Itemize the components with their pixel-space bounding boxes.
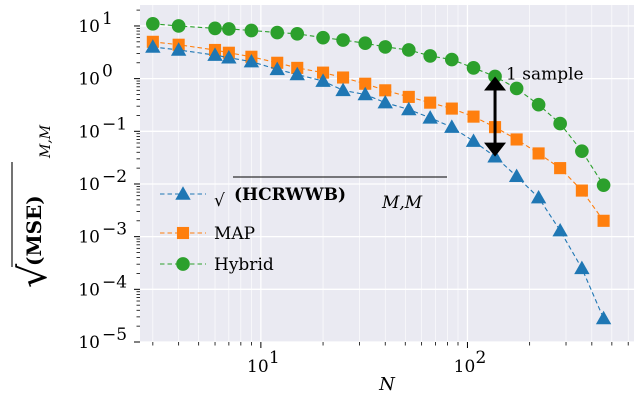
y-tick-label: 10	[78, 122, 100, 142]
legend-marker	[176, 257, 190, 271]
data-point	[290, 26, 305, 41]
legend-marker	[175, 186, 191, 200]
data-point	[243, 53, 260, 68]
data-point	[316, 30, 330, 45]
annotation: 1 sample	[484, 64, 584, 157]
data-point	[402, 90, 415, 103]
data-point	[465, 133, 482, 147]
data-point	[508, 168, 525, 183]
x-axis: 10 1 10 2	[152, 342, 629, 377]
data-point	[423, 49, 437, 63]
ylabel-sub: M,M	[38, 124, 54, 159]
data-point	[575, 144, 589, 158]
y-tick-label: 10	[78, 70, 100, 90]
x-tick-label: 10	[247, 357, 269, 377]
y-tick-label: 10	[78, 333, 100, 353]
legend-label: Hybrid	[214, 255, 274, 275]
data-point	[378, 40, 393, 54]
y-tick-exponent: 0	[102, 62, 113, 82]
legend: √ (HCRWWB) M,M MAP Hybrid	[160, 176, 447, 275]
legend-item: Hybrid	[160, 255, 274, 275]
data-point	[289, 66, 305, 81]
data-point	[466, 61, 481, 75]
arrow-head-down	[484, 142, 507, 157]
data-point	[377, 94, 393, 109]
data-point	[575, 184, 588, 197]
data-point	[444, 119, 460, 133]
data-point	[270, 25, 285, 40]
legend-subscript: M,M	[381, 193, 423, 213]
ylabel-radical: √	[11, 263, 55, 288]
data-point	[509, 81, 524, 96]
legend-marker	[176, 226, 190, 240]
data-point	[596, 178, 611, 192]
data-point	[422, 110, 438, 124]
x-tick-exponent: 1	[269, 348, 280, 368]
data-point	[170, 42, 187, 56]
data-point	[532, 147, 545, 160]
data-point	[467, 110, 480, 123]
data-point	[597, 214, 610, 227]
data-point	[244, 23, 259, 38]
y-tick-label: 10	[78, 228, 100, 248]
data-point	[424, 96, 437, 109]
data-point	[554, 162, 567, 175]
data-point	[335, 82, 351, 97]
data-point	[317, 66, 330, 79]
y-tick-exponent: −2	[102, 167, 127, 187]
legend-item: MAP	[160, 224, 255, 244]
data-point	[553, 116, 567, 131]
y-tick-exponent: −4	[102, 272, 127, 292]
arrow-head-up	[484, 76, 507, 91]
data-point	[207, 47, 223, 61]
data-point	[552, 222, 568, 237]
data-point	[315, 73, 331, 87]
data-point	[337, 71, 350, 84]
data-point	[145, 39, 161, 53]
data-point	[357, 86, 373, 101]
legend-label: (HCRWWB)	[234, 185, 346, 205]
y-tick-exponent: −5	[102, 325, 127, 345]
data-point	[444, 52, 459, 67]
y-tick-label: 10	[78, 175, 100, 195]
data-point	[401, 101, 417, 116]
plot-background	[140, 5, 634, 342]
legend-item: √ (HCRWWB) M,M	[160, 176, 447, 213]
series-circle	[146, 16, 611, 192]
annotation-label: 1 sample	[506, 64, 584, 84]
series-line	[152, 41, 605, 222]
data-point	[595, 310, 612, 325]
y-tick-exponent: −3	[102, 220, 127, 240]
y-tick-exponent: 1	[102, 9, 113, 29]
data-point	[171, 19, 186, 33]
legend-radical: √	[214, 191, 225, 211]
data-point	[359, 77, 372, 90]
data-point	[146, 16, 160, 31]
data-point	[222, 22, 236, 36]
data-point	[445, 102, 458, 115]
data-point	[401, 43, 416, 57]
grid	[140, 5, 634, 343]
data-point	[358, 36, 373, 51]
data-point	[530, 189, 547, 204]
y-tick-exponent: −1	[102, 114, 127, 134]
data-point	[574, 260, 590, 275]
data-point	[336, 33, 350, 47]
x-tick-label: 10	[454, 357, 476, 377]
y-axis-label: √(MSE) M,M	[11, 124, 55, 288]
data-point	[510, 133, 523, 146]
y-tick-label: 10	[78, 280, 100, 300]
y-tick-label: 10	[78, 17, 100, 37]
data-point	[208, 21, 222, 36]
x-axis-label: N	[378, 374, 396, 395]
data-point	[379, 84, 392, 97]
legend-label: MAP	[214, 224, 255, 244]
x-tick-exponent: 2	[475, 348, 486, 368]
data-point	[269, 61, 285, 76]
data-point	[531, 97, 546, 112]
data-point	[221, 49, 237, 64]
ylabel-main: (MSE)	[22, 195, 46, 266]
